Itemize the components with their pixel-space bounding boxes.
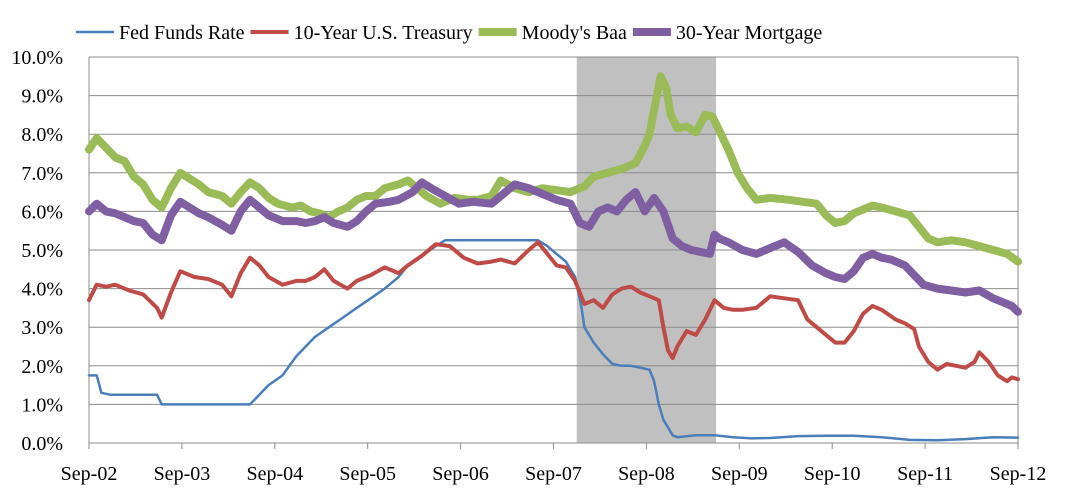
- y-tick-label: 7.0%: [21, 163, 63, 185]
- x-tick-label: Sep-05: [339, 463, 396, 485]
- legend-label-10-year-u-s-treasury: 10-Year U.S. Treasury: [294, 22, 473, 44]
- y-tick-label: 8.0%: [21, 124, 63, 146]
- legend-label-fed-funds-rate: Fed Funds Rate: [119, 22, 245, 44]
- x-tick-label: Sep-12: [990, 463, 1047, 485]
- x-tick-label: Sep-08: [618, 463, 675, 485]
- y-tick-label: 9.0%: [21, 86, 63, 108]
- x-tick-label: Sep-06: [432, 463, 489, 485]
- series-line-10-year-u-s-treasury: [87, 240, 1020, 384]
- x-tick-label: Sep-07: [525, 463, 582, 485]
- y-tick-label: 2.0%: [21, 356, 63, 378]
- y-tick-label: 10.0%: [11, 47, 63, 69]
- y-tick-label: 3.0%: [21, 317, 63, 339]
- y-tick-label: 0.0%: [21, 433, 63, 455]
- y-tick-label: 6.0%: [21, 201, 63, 223]
- y-tick-label: 4.0%: [21, 279, 63, 301]
- series-line-moody-s-baa: [85, 72, 1022, 266]
- legend-label-30-year-mortgage: 30-Year Mortgage: [676, 22, 822, 44]
- x-tick-label: Sep-09: [711, 463, 768, 485]
- y-tick-label: 1.0%: [21, 394, 63, 416]
- x-tick-label: Sep-04: [246, 463, 303, 485]
- series-line-30-year-mortgage: [85, 178, 1022, 316]
- x-tick-label: Sep-03: [154, 463, 211, 485]
- x-tick-label: Sep-10: [804, 463, 861, 485]
- series-line-fed-funds-rate: [87, 239, 1020, 442]
- legend-label-moody-s-baa: Moody's Baa: [522, 22, 627, 44]
- y-tick-label: 5.0%: [21, 240, 63, 262]
- x-tick-label: Sep-11: [897, 463, 953, 485]
- x-tick-label: Sep-02: [61, 463, 118, 485]
